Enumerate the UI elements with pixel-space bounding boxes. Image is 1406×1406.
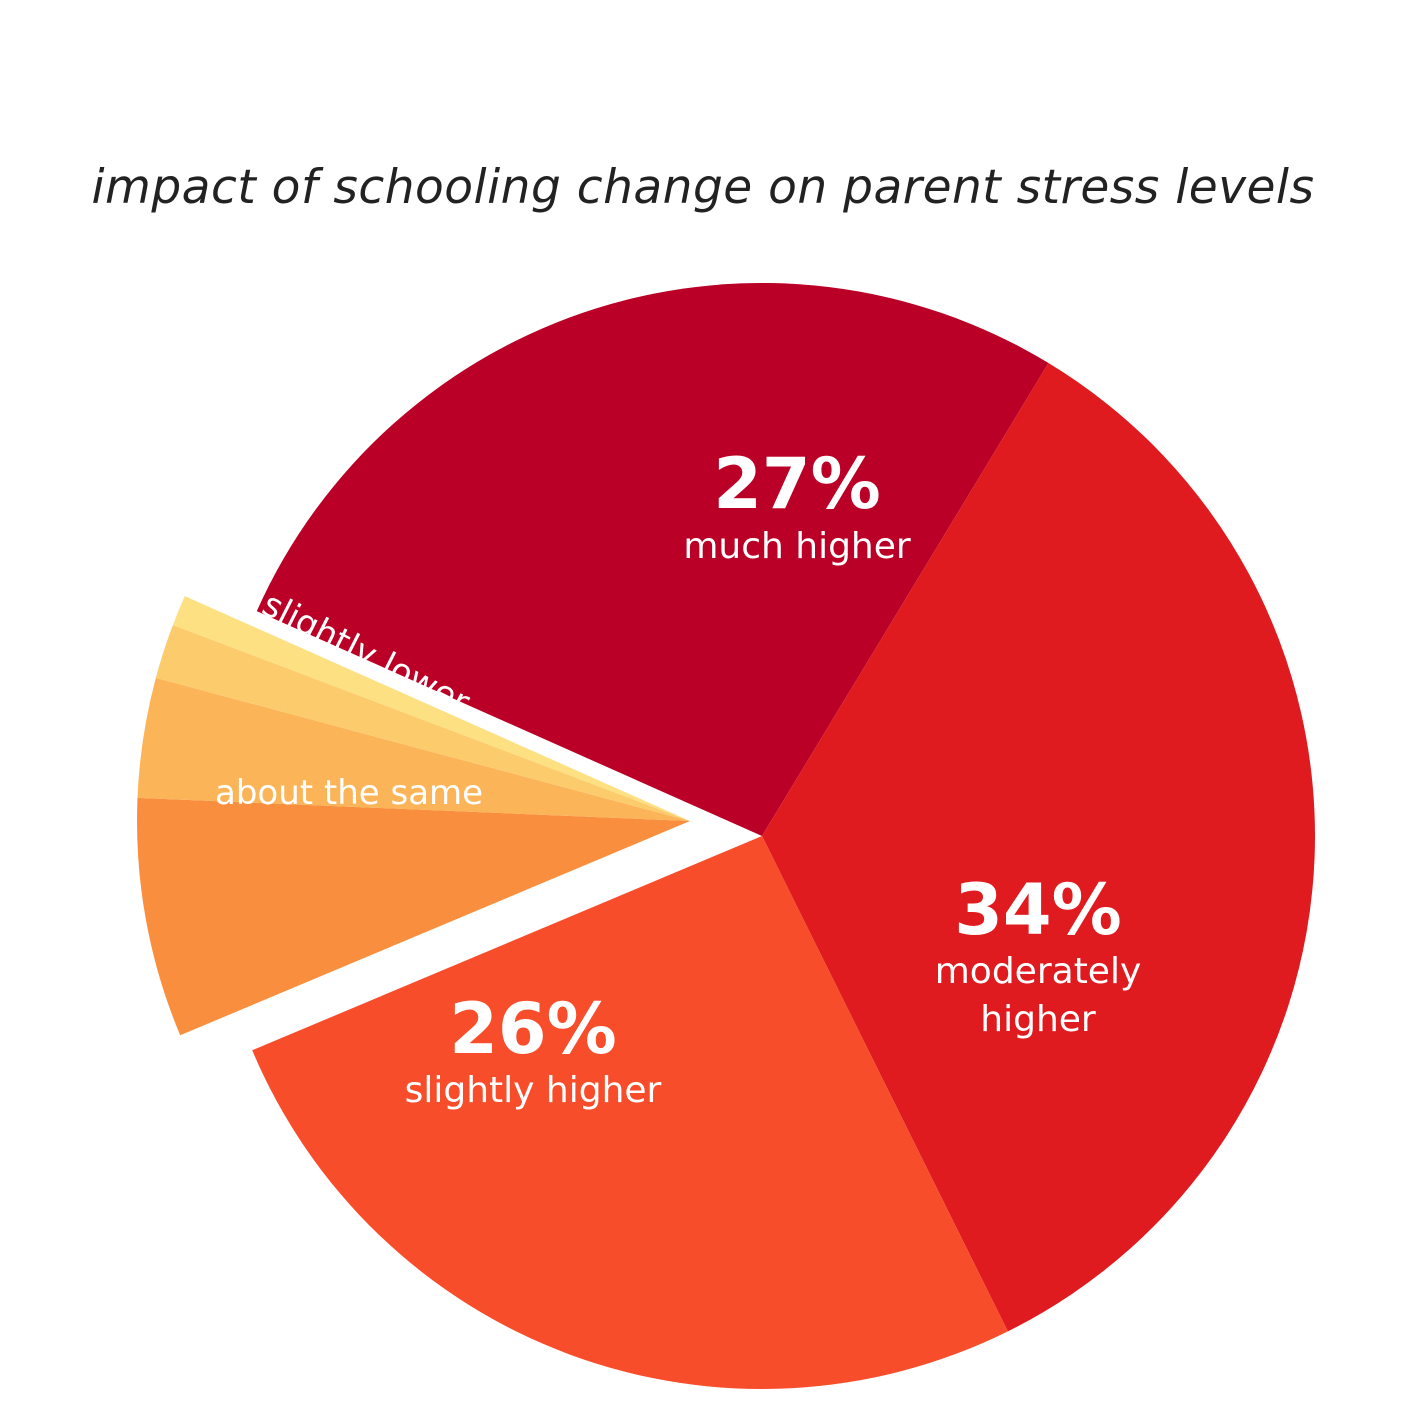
- value-label-moderately-higher: 34%: [954, 869, 1122, 951]
- pie-slices: [137, 282, 1316, 1390]
- category-label-about-the-same: about the same: [215, 773, 483, 813]
- pie-slice-minor-6: [172, 596, 690, 821]
- category-label-slightly-higher: slightly higher: [405, 1070, 662, 1111]
- pie-slice-moderately-higher: [762, 362, 1316, 1332]
- pie-slice-about-the-same: [137, 797, 690, 1036]
- category-label-moderately-higher-line1: moderately: [935, 951, 1142, 992]
- value-label-slightly-higher: 26%: [449, 988, 617, 1070]
- chart-title: impact of schooling change on parent str…: [91, 160, 1315, 215]
- category-label-moderately-higher-line2: higher: [980, 999, 1096, 1040]
- value-label-much-higher: 27%: [713, 443, 881, 525]
- pie-slice-much-higher: [256, 282, 1049, 836]
- pie-slice-slightly-higher: [252, 836, 1008, 1390]
- pie-slice-minor-5: [155, 624, 691, 821]
- category-label-much-higher: much higher: [683, 526, 911, 567]
- pie-slice-slightly-lower: [137, 677, 691, 821]
